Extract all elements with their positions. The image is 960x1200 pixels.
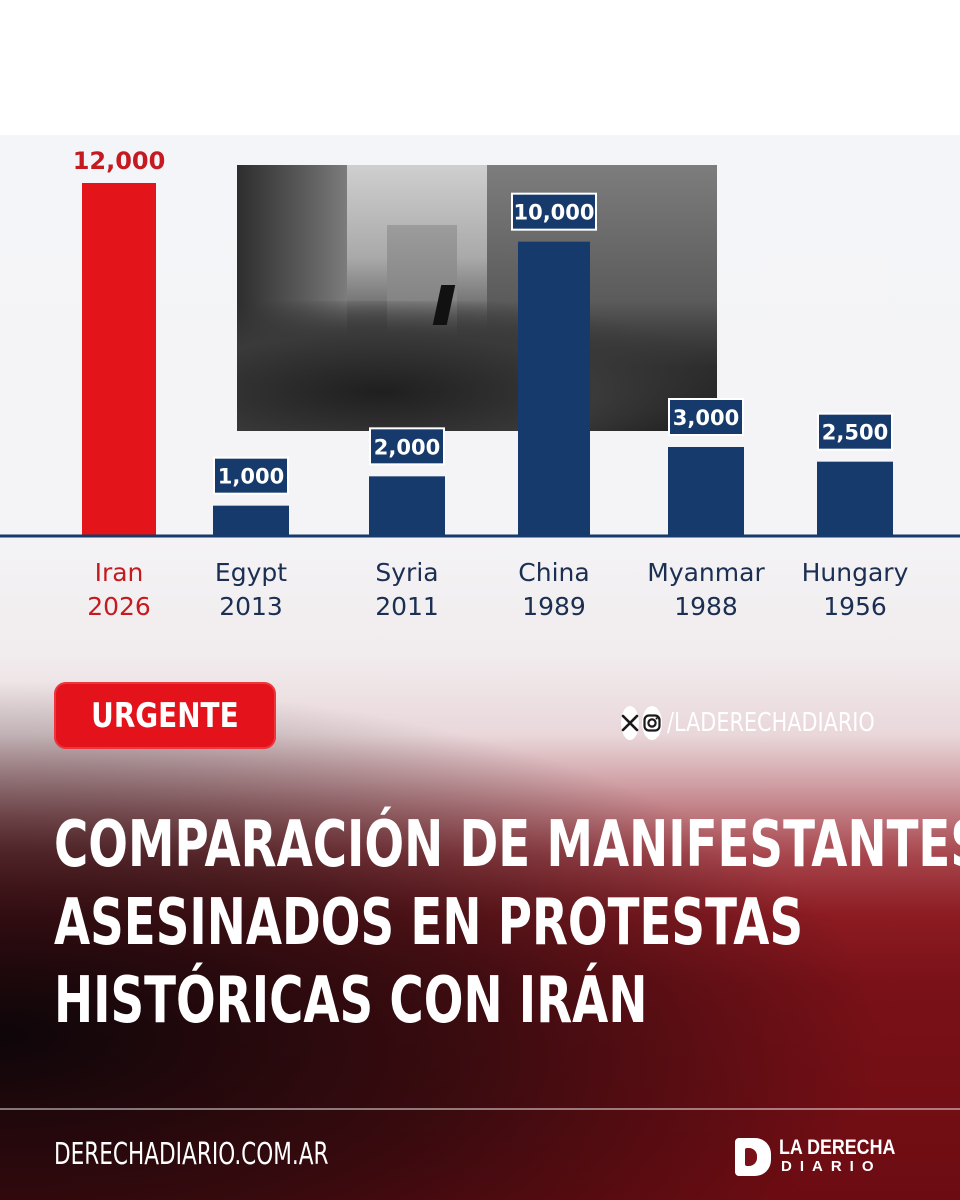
urgent-badge: URGENTE — [54, 682, 276, 749]
protest-photo — [237, 165, 717, 431]
value-label-box-myanmar — [668, 398, 744, 436]
headline-line-3: HISTÓRICAS CON IRÁN — [54, 964, 648, 1038]
category-label-syria: Syria — [375, 558, 438, 587]
photo-crowd — [237, 301, 717, 431]
value-label-box-syria — [369, 427, 445, 466]
website-url[interactable]: DERECHADIARIO.COM.AR — [54, 1137, 329, 1172]
category-label-egypt: Egypt — [215, 558, 287, 587]
value-label-iran: 12,000 — [73, 147, 166, 175]
logo-d-icon — [735, 1138, 771, 1176]
bar-myanmar — [668, 447, 744, 535]
value-label-box-china — [511, 192, 597, 231]
category-year-hungary: 1956 — [823, 592, 887, 621]
headline-line-2: ASESINADOS EN PROTESTAS — [54, 886, 804, 960]
bar-syria — [369, 476, 445, 535]
category-year-egypt: 2013 — [219, 592, 283, 621]
social-handle-row: /LADERECHADIARIO — [621, 703, 911, 743]
value-label-hungary: 2,500 — [822, 421, 888, 445]
urgent-badge-label: URGENTE — [91, 695, 239, 736]
category-year-china: 1989 — [522, 592, 586, 621]
bar-egypt — [213, 505, 289, 535]
footer-divider — [0, 1108, 960, 1110]
headline: COMPARACIÓN DE MANIFESTANTES ASESINADOS … — [54, 806, 960, 1040]
category-label-china: China — [518, 558, 589, 587]
value-label-box-hungary — [817, 412, 893, 451]
bar-iran — [82, 183, 156, 535]
category-year-syria: 2011 — [375, 592, 439, 621]
bar-chart: 12,000 Iran 2026 1,000 Egypt 2013 2,000 Syria 20… — [0, 147, 960, 621]
value-label-egypt: 1,000 — [218, 465, 284, 489]
instagram-icon[interactable] — [642, 706, 662, 740]
top-background — [0, 0, 960, 135]
category-label-hungary: Hungary — [802, 558, 909, 587]
value-label-syria: 2,000 — [374, 435, 440, 459]
category-year-iran: 2026 — [87, 592, 151, 621]
bar-china — [518, 241, 590, 535]
brand-logo: LA DERECHA DIARIO — [735, 1136, 910, 1178]
logo-line-1: LA DERECHA — [779, 1136, 896, 1159]
category-year-myanmar: 1988 — [674, 592, 738, 621]
value-label-china: 10,000 — [513, 201, 594, 225]
social-handle[interactable]: /LADERECHADIARIO — [667, 708, 875, 738]
headline-line-1: COMPARACIÓN DE MANIFESTANTES — [54, 808, 960, 882]
logo-line-2: DIARIO — [781, 1158, 882, 1175]
category-label-iran: Iran — [95, 558, 144, 587]
x-icon[interactable] — [621, 706, 639, 740]
bar-hungary — [817, 461, 893, 535]
value-label-box-egypt — [213, 456, 289, 495]
category-label-myanmar: Myanmar — [647, 558, 765, 587]
value-label-myanmar: 3,000 — [673, 406, 739, 430]
